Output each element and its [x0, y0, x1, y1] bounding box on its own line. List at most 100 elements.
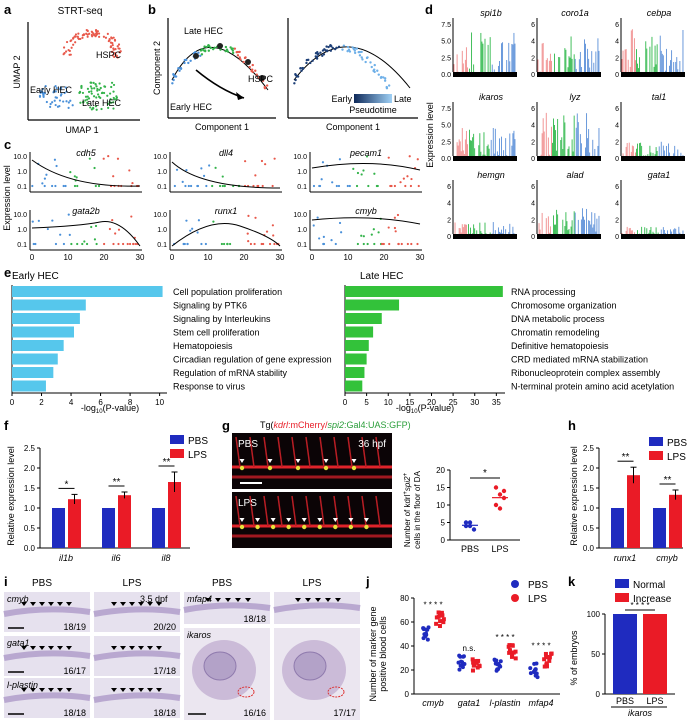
legend-label: Increase: [633, 594, 672, 605]
c-dot: [393, 184, 396, 188]
traj-dot: [183, 61, 186, 65]
c-ytick: 0.1: [157, 184, 167, 191]
c-dot: [187, 184, 190, 188]
c-dot: [253, 242, 256, 246]
panel-label-j: j: [366, 574, 370, 589]
j-point: [461, 661, 466, 666]
arrowhead: [305, 598, 311, 602]
arrowhead: [120, 602, 126, 606]
c-dot: [64, 184, 67, 188]
umap-dot: [115, 54, 118, 57]
d-ytick: 0.0: [441, 156, 451, 163]
traj-dot: [251, 70, 254, 74]
pseudotime-dot: [296, 75, 300, 78]
d-ytick: 2: [531, 55, 535, 62]
d-plot-hemgn: 6 4 2 0 hemgn: [447, 170, 517, 241]
arrowhead: [270, 518, 276, 522]
traj-dot: [172, 73, 175, 76]
g-ytick: 15: [436, 484, 445, 493]
intersegmental-vessel: [333, 495, 339, 527]
c-dot: [262, 242, 265, 246]
umap-dot: [117, 43, 121, 46]
pseudotime-dot: [373, 63, 376, 67]
umap-dot: [90, 30, 93, 33]
umap-dot: [109, 101, 113, 104]
j-xtick: mfap4: [528, 698, 553, 708]
umap-dot: [71, 104, 74, 107]
embryo-trunk: [273, 602, 361, 613]
traj-dot: [194, 50, 197, 54]
pseudotime-dot: [387, 84, 391, 87]
c-dot: [186, 242, 189, 246]
ytick: 1.5: [583, 484, 595, 493]
c-plot-gata2b: 10.0 1.0 0.10 10 20 30 gata2b: [13, 206, 145, 262]
traj-dot: [200, 53, 204, 56]
c-dot: [197, 219, 200, 222]
c-ytick: 0.1: [157, 242, 167, 249]
j-point: [545, 654, 550, 659]
arrowhead: [30, 602, 36, 606]
pseudotime-dot: [293, 82, 296, 85]
c-dot: [272, 234, 275, 237]
g-sig: *: [483, 468, 487, 479]
umap-dot: [55, 86, 58, 90]
j-point: [456, 660, 461, 665]
j-point: [507, 648, 512, 653]
e-early-xlabel: -log10(P-value): [81, 403, 139, 415]
c-dot: [399, 181, 402, 184]
d-plot-alad: 6 4 2 0 alad: [531, 170, 601, 241]
pseudotime-dot: [299, 67, 302, 70]
panel-j-counts: Number of marker gene positive blood cel…: [368, 580, 560, 708]
umap-dot: [64, 86, 67, 89]
umap-dot: [56, 105, 60, 108]
j-ytick: 0: [405, 690, 410, 699]
c-dot: [402, 177, 405, 180]
c-dot: [271, 224, 274, 227]
ish-dpf: 3.5 dpf: [140, 594, 168, 604]
umap-dot: [98, 82, 101, 85]
c-gene-title: pecam1: [349, 148, 382, 158]
e-term-label: Hematopoiesis: [173, 341, 233, 351]
legend-swatch: [511, 580, 519, 588]
umap-dot: [38, 94, 42, 98]
c-dot: [340, 231, 343, 234]
panel-label-f: f: [4, 418, 9, 433]
d-ytick: 0: [615, 72, 619, 79]
c-dot: [252, 184, 255, 188]
panel-label-e: e: [4, 265, 12, 280]
k-bar: [613, 614, 637, 694]
umap-dot: [115, 97, 118, 101]
c-dot: [54, 242, 58, 246]
c-dot: [221, 184, 224, 188]
e-bar: [12, 380, 46, 392]
umap-dot: [54, 103, 57, 107]
umap-dot: [86, 101, 89, 104]
pseudotime-dot: [372, 68, 376, 71]
j-point: [470, 668, 475, 673]
d-ytick: 6: [615, 184, 619, 191]
umap-dot: [109, 46, 112, 49]
e-term-label: Cell population proliferation: [173, 287, 282, 297]
ish-count: 18/18: [243, 614, 266, 624]
umap-dot: [109, 98, 112, 101]
c-dot: [31, 220, 34, 223]
ytick: 0.0: [583, 544, 595, 553]
k-sig: * * * *: [630, 601, 649, 610]
c-dot: [184, 184, 187, 188]
e-bar: [12, 340, 64, 351]
g-xtick: LPS: [491, 544, 508, 554]
umap-dot: [49, 102, 52, 106]
intersegmental-vessel: [347, 436, 353, 468]
bar-pbs: [102, 508, 115, 548]
e-bar: [12, 326, 74, 338]
gfp-cell: [317, 524, 322, 530]
legend-swatch: [649, 451, 663, 460]
g-image-pbs: PBS 36 hpf: [232, 433, 392, 489]
e-term-label: Definitive hematopoiesis: [511, 341, 609, 351]
bar-pbs: [52, 508, 65, 548]
umap-dot: [69, 99, 72, 102]
umap-dot: [88, 32, 91, 35]
embryo-trunk: [3, 692, 91, 703]
c-dot: [46, 227, 49, 231]
c-dot: [117, 242, 120, 246]
